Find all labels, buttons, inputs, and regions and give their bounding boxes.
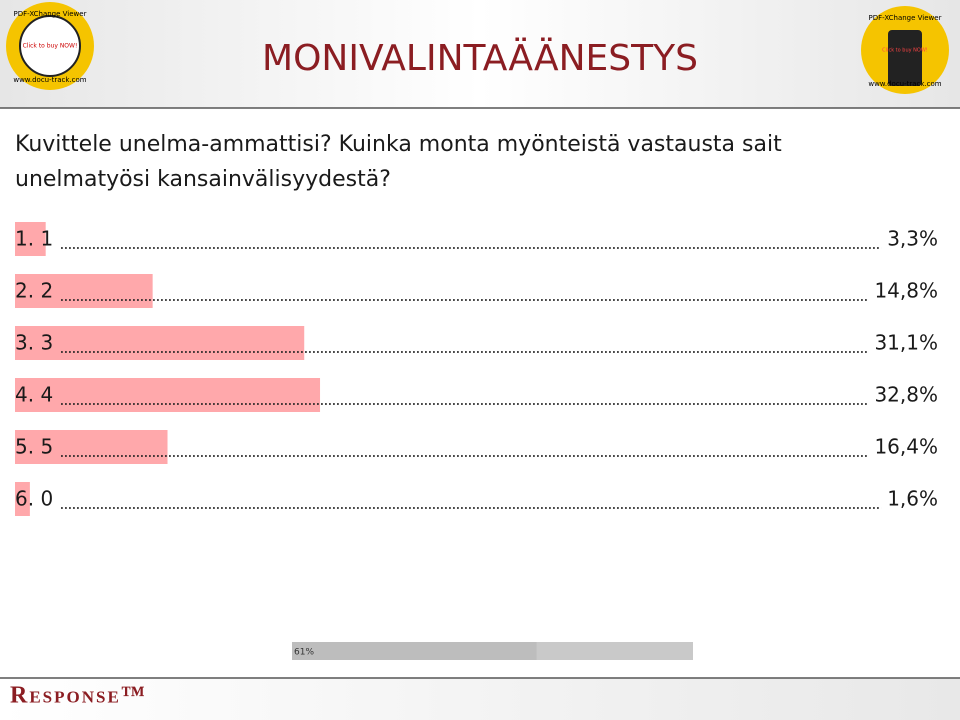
bar	[15, 430, 168, 464]
badge-text: PDF-XChange Viewer	[869, 14, 942, 22]
bar	[15, 378, 321, 412]
footer-band	[0, 678, 960, 720]
value-label: 3,3%	[887, 227, 938, 251]
bar	[15, 482, 30, 516]
question: Kuvittele unelma-ammattisi? Kuinka monta…	[15, 132, 782, 157]
value-label: 1,6%	[887, 487, 938, 511]
option-label: 5. 5	[15, 435, 53, 459]
bar	[15, 274, 153, 308]
option-label: 6. 0	[15, 487, 53, 511]
bar	[15, 326, 305, 360]
response-bar	[292, 642, 537, 660]
badge: PDF-XChange Viewer Click to buy NOW! www…	[861, 6, 949, 94]
header-band	[0, 0, 960, 108]
question: unelmatyösi kansainvälisyydestä?	[15, 167, 391, 192]
badge-core	[19, 15, 81, 77]
value-label: 32,8%	[874, 383, 938, 407]
badge-text: www.docu-track.com	[13, 76, 86, 84]
option-label: 2. 2	[15, 279, 53, 303]
badge-text: Click to buy NOW!	[882, 48, 928, 54]
bar	[15, 222, 46, 256]
badge-text: Click to buy NOW!	[23, 43, 78, 50]
badge-text: PDF-XChange Viewer	[14, 10, 87, 18]
option-label: 3. 3	[15, 331, 53, 355]
value-label: 16,4%	[874, 435, 938, 459]
badge-device	[888, 30, 922, 86]
badge: PDF-XChange Viewer Click to buy NOW! www…	[6, 2, 94, 90]
brand: Response™	[10, 683, 147, 709]
option-label: 4. 4	[15, 383, 53, 407]
option-label: 1. 1	[15, 227, 53, 251]
badge-text: www.docu-track.com	[868, 80, 941, 88]
value-label: 31,1%	[874, 331, 938, 355]
value-label: 14,8%	[874, 279, 938, 303]
response-label: 61%	[294, 648, 314, 658]
title: MONIVALINTAÄÄNESTYS	[262, 37, 698, 79]
